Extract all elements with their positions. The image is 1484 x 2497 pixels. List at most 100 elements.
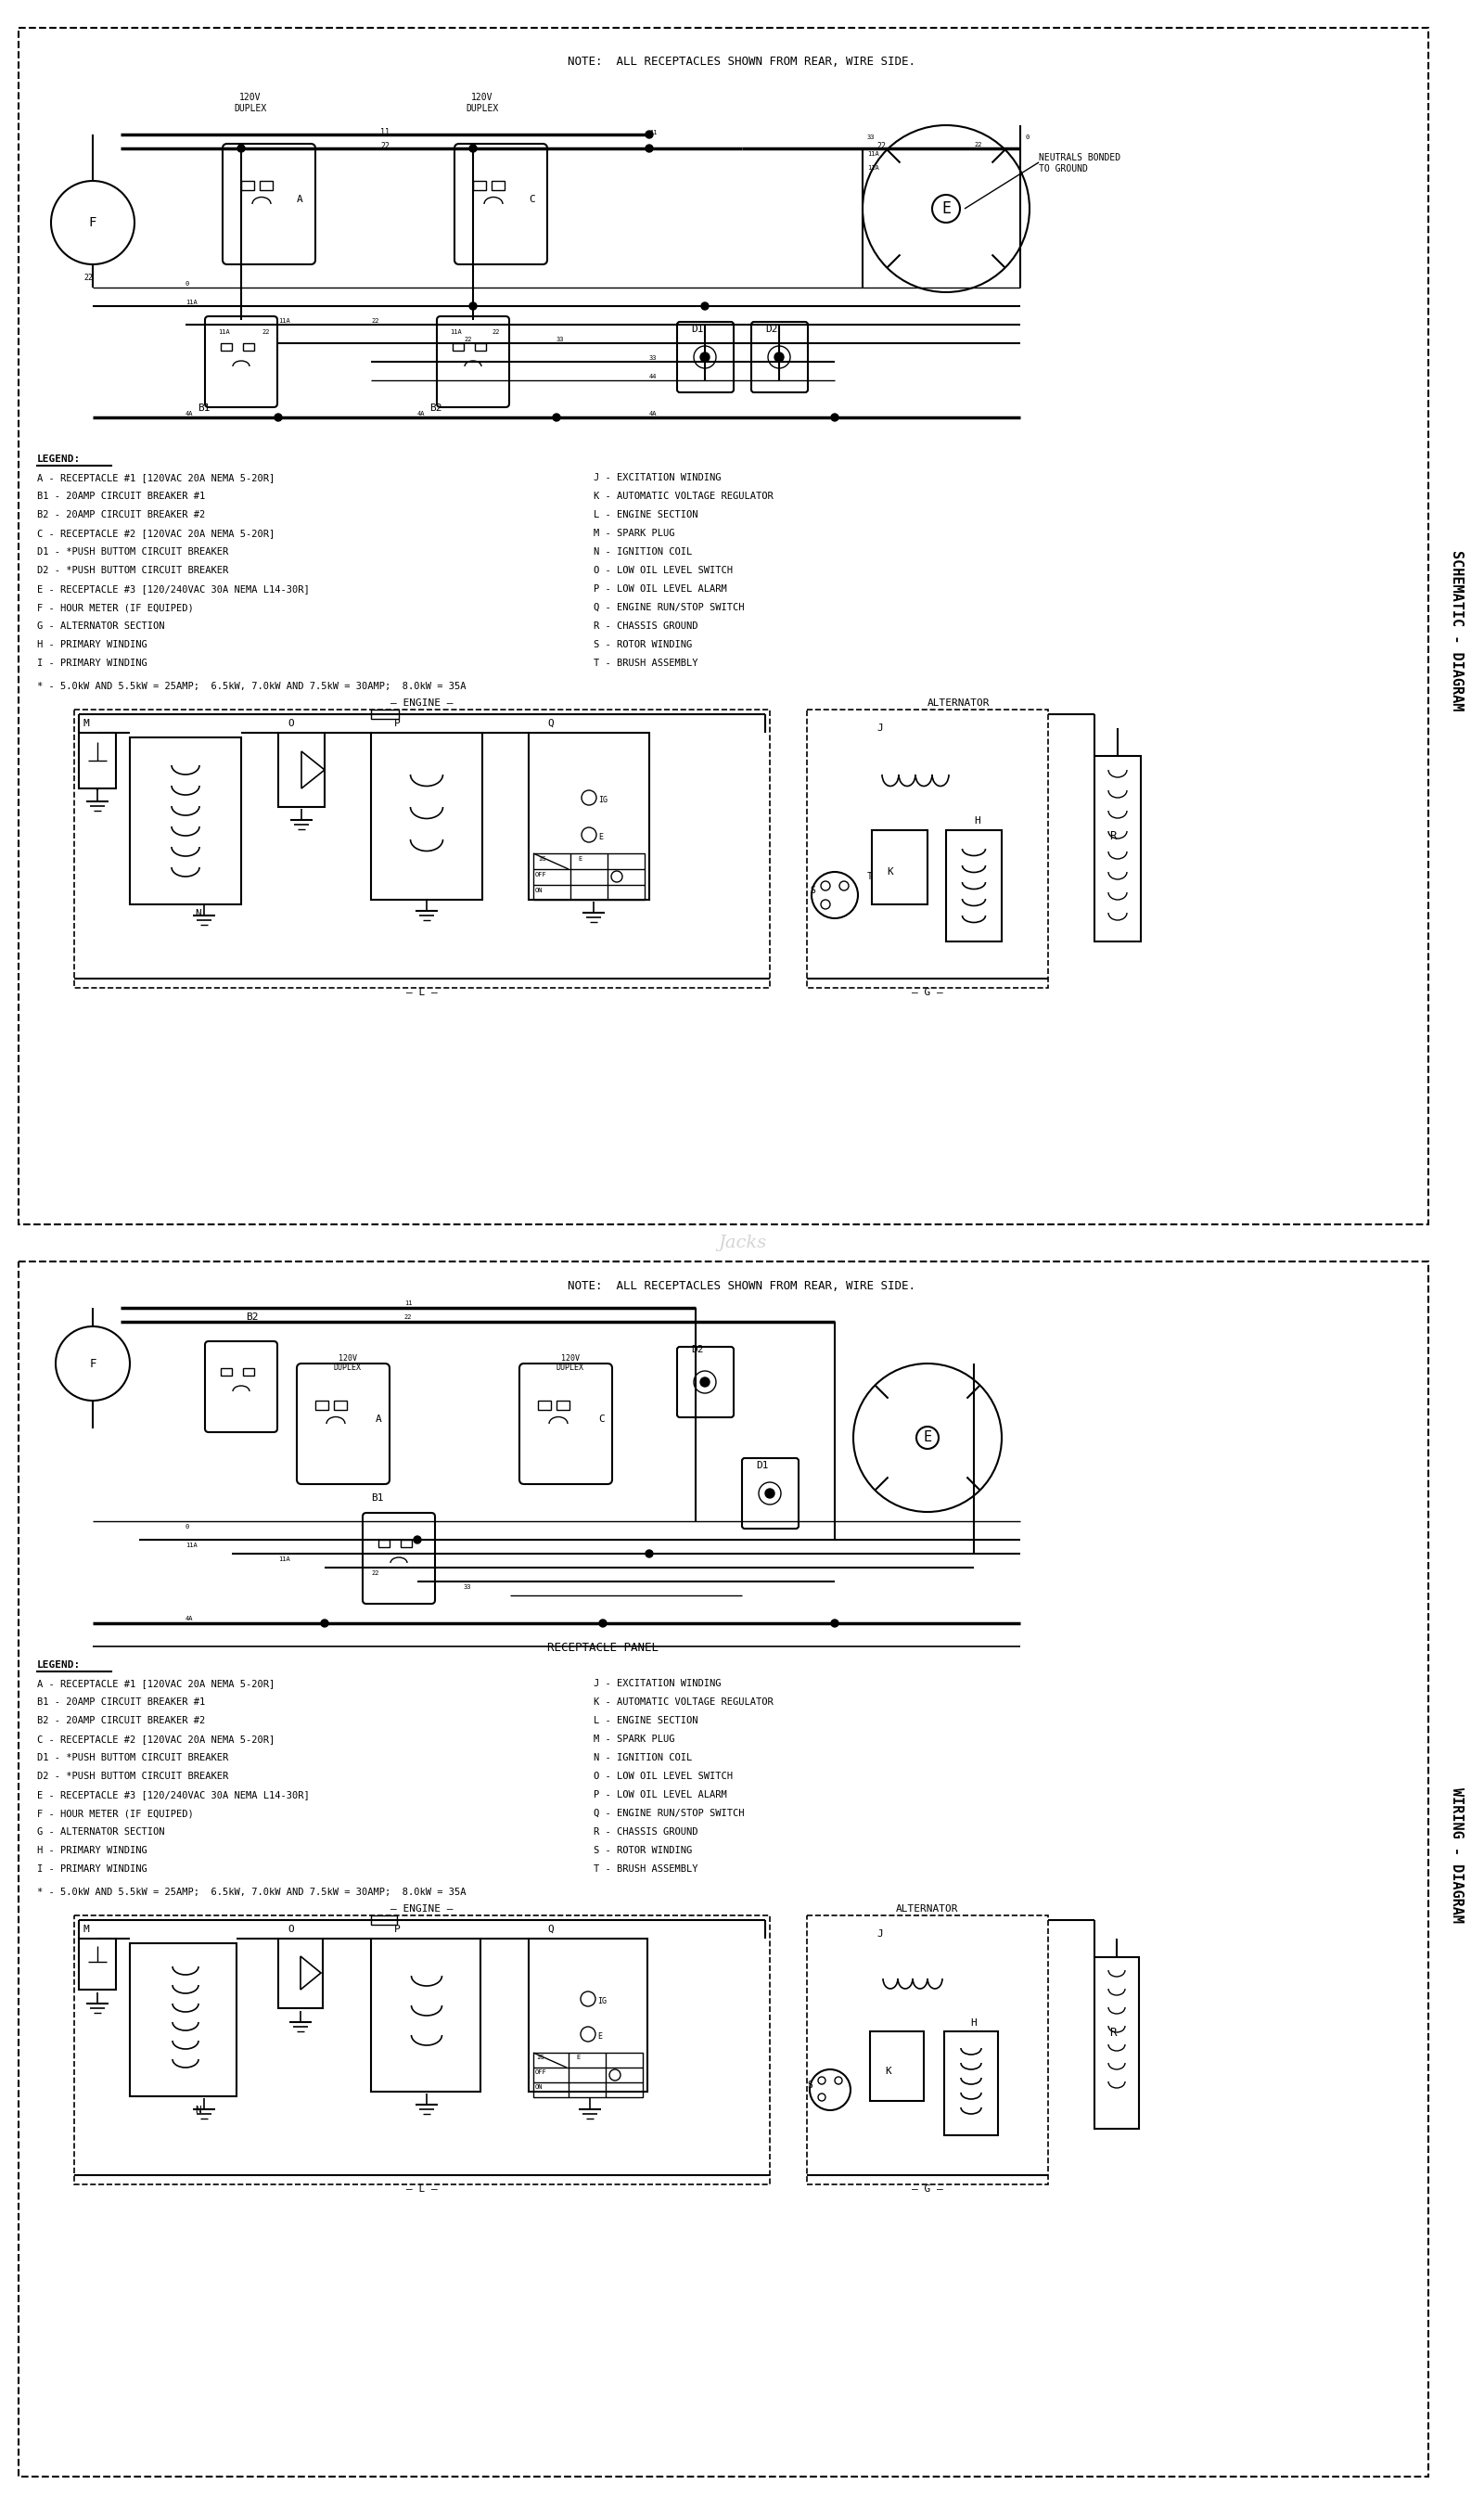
Text: Q: Q — [548, 1925, 554, 1935]
Text: ON: ON — [536, 886, 543, 894]
Text: 4A: 4A — [186, 1616, 193, 1621]
Text: H: H — [974, 817, 979, 827]
Bar — [873, 829, 928, 904]
Bar — [315, 1401, 328, 1411]
Text: D1: D1 — [755, 1461, 769, 1471]
Bar — [870, 2033, 923, 2100]
Text: M: M — [83, 1925, 89, 1935]
Text: 0: 0 — [186, 282, 190, 287]
Text: 11A: 11A — [186, 300, 197, 305]
Text: 11: 11 — [380, 127, 389, 137]
Circle shape — [414, 1536, 421, 1543]
Bar — [453, 342, 463, 350]
Text: L - ENGINE SECTION: L - ENGINE SECTION — [594, 1715, 697, 1725]
Text: I - PRIMARY WINDING: I - PRIMARY WINDING — [37, 659, 147, 667]
Text: B2: B2 — [430, 405, 442, 412]
Text: IG: IG — [536, 2055, 545, 2060]
Bar — [371, 1938, 481, 2092]
Text: N: N — [194, 2105, 200, 2115]
Text: NEUTRALS BONDED
TO GROUND: NEUTRALS BONDED TO GROUND — [1039, 152, 1120, 172]
Bar — [947, 829, 1002, 941]
Text: T - BRUSH ASSEMBLY: T - BRUSH ASSEMBLY — [594, 659, 697, 667]
Text: 22: 22 — [974, 142, 982, 147]
FancyBboxPatch shape — [454, 145, 548, 265]
Text: S: S — [807, 2080, 812, 2090]
Text: S: S — [810, 886, 815, 894]
Text: E: E — [598, 834, 603, 841]
Circle shape — [702, 302, 709, 310]
Bar — [371, 709, 399, 719]
Circle shape — [646, 130, 653, 137]
Bar — [221, 1368, 232, 1376]
Bar — [79, 732, 116, 789]
Text: C: C — [528, 195, 534, 205]
Text: C - RECEPTACLE #2 [120VAC 20A NEMA 5-20R]: C - RECEPTACLE #2 [120VAC 20A NEMA 5-20R… — [37, 529, 275, 537]
Text: O: O — [288, 1925, 294, 1935]
Text: NOTE:  ALL RECEPTACLES SHOWN FROM REAR, WIRE SIDE.: NOTE: ALL RECEPTACLES SHOWN FROM REAR, W… — [568, 55, 916, 67]
Text: 11A: 11A — [186, 1543, 197, 1548]
Bar — [475, 342, 487, 350]
Text: P: P — [395, 1925, 401, 1935]
Text: 22: 22 — [404, 1313, 413, 1321]
Bar — [556, 1401, 570, 1411]
Text: B2: B2 — [246, 1313, 258, 1321]
Circle shape — [275, 415, 282, 422]
Text: K: K — [887, 866, 893, 876]
Bar — [537, 1401, 551, 1411]
Bar — [279, 1938, 324, 2008]
Text: M: M — [83, 719, 89, 729]
Text: 22: 22 — [261, 330, 270, 335]
Bar — [533, 2053, 643, 2097]
Bar — [260, 180, 273, 190]
Circle shape — [646, 1551, 653, 1558]
FancyBboxPatch shape — [677, 322, 733, 392]
Text: L - ENGINE SECTION: L - ENGINE SECTION — [594, 509, 697, 519]
Text: F: F — [89, 1358, 96, 1368]
Text: D1: D1 — [692, 325, 703, 335]
Bar — [807, 1915, 1048, 2185]
Text: 11A: 11A — [867, 152, 879, 157]
Text: B1: B1 — [197, 405, 211, 412]
Text: 33: 33 — [650, 355, 657, 362]
Text: Jacks: Jacks — [718, 1234, 766, 1251]
Text: WIRING - DIAGRAM: WIRING - DIAGRAM — [1450, 1788, 1463, 1923]
Text: 33: 33 — [556, 337, 564, 342]
Text: — ENGINE —: — ENGINE — — [390, 699, 453, 707]
Text: O: O — [288, 719, 294, 729]
Bar — [1095, 1958, 1140, 2130]
Text: F - HOUR METER (IF EQUIPED): F - HOUR METER (IF EQUIPED) — [37, 602, 193, 612]
Bar — [807, 709, 1048, 989]
Text: J: J — [877, 1930, 883, 1938]
Text: H - PRIMARY WINDING: H - PRIMARY WINDING — [37, 639, 147, 649]
Text: D1 - *PUSH BUTTOM CIRCUIT BREAKER: D1 - *PUSH BUTTOM CIRCUIT BREAKER — [37, 547, 229, 557]
Bar — [473, 180, 487, 190]
Text: T - BRUSH ASSEMBLY: T - BRUSH ASSEMBLY — [594, 1865, 697, 1873]
Text: 11A: 11A — [218, 330, 230, 335]
Text: Q - ENGINE RUN/STOP SWITCH: Q - ENGINE RUN/STOP SWITCH — [594, 1808, 745, 1818]
Text: — L —: — L — — [407, 989, 438, 996]
Circle shape — [552, 415, 561, 422]
Text: ALTERNATOR: ALTERNATOR — [896, 1905, 959, 1913]
Text: E: E — [577, 856, 582, 861]
Text: S - ROTOR WINDING: S - ROTOR WINDING — [594, 1845, 692, 1855]
Circle shape — [237, 145, 245, 152]
Text: T: T — [867, 871, 873, 881]
Bar — [944, 2033, 997, 2135]
Text: H: H — [971, 2018, 976, 2028]
Text: S - ROTOR WINDING: S - ROTOR WINDING — [594, 639, 692, 649]
Text: K: K — [886, 2068, 892, 2075]
Text: K - AUTOMATIC VOLTAGE REGULATOR: K - AUTOMATIC VOLTAGE REGULATOR — [594, 492, 773, 502]
Circle shape — [775, 352, 784, 362]
Text: LEGEND:: LEGEND: — [37, 1661, 82, 1670]
FancyBboxPatch shape — [205, 317, 278, 407]
Text: A: A — [297, 195, 303, 205]
Text: A - RECEPTACLE #1 [120VAC 20A NEMA 5-20R]: A - RECEPTACLE #1 [120VAC 20A NEMA 5-20R… — [37, 472, 275, 482]
Bar — [1095, 757, 1141, 941]
Text: Q: Q — [548, 719, 554, 729]
Text: — G —: — G — — [911, 989, 944, 996]
Text: J: J — [877, 724, 883, 732]
FancyBboxPatch shape — [519, 1363, 613, 1483]
FancyBboxPatch shape — [362, 1513, 435, 1603]
Text: B1: B1 — [371, 1493, 383, 1503]
Text: NOTE:  ALL RECEPTACLES SHOWN FROM REAR, WIRE SIDE.: NOTE: ALL RECEPTACLES SHOWN FROM REAR, W… — [568, 1281, 916, 1291]
